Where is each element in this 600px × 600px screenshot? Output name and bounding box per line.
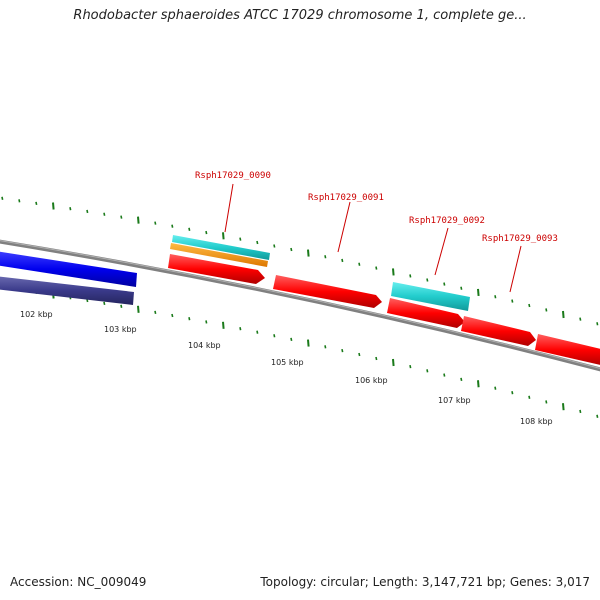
tick-minor: [358, 262, 361, 266]
tick-minor: [426, 278, 429, 282]
label-leader-0093: [509, 245, 522, 293]
tick-minor: [596, 414, 599, 418]
tick-minor: [188, 317, 191, 321]
tick-minor: [103, 301, 106, 306]
tick-minor: [443, 373, 446, 377]
label-leader-0091: [337, 201, 351, 253]
tick-major: [392, 358, 395, 367]
tick-minor: [409, 274, 412, 278]
tick-minor: [86, 209, 89, 214]
label-leader-0090: [224, 183, 234, 233]
tick-minor: [341, 348, 344, 353]
kbp-label-105: 105 kbp: [271, 358, 304, 367]
tick-minor: [290, 247, 293, 252]
tick-minor: [494, 295, 497, 299]
tick-minor: [273, 244, 276, 248]
upper-tick-ruler: [1, 196, 599, 326]
tick-minor: [239, 237, 242, 241]
gene-rsph17029-0093[interactable]: [461, 316, 536, 346]
tick-minor: [528, 395, 531, 399]
feature-orange-0090[interactable]: [170, 243, 268, 267]
gene-label-0092[interactable]: Rsph17029_0092: [409, 216, 485, 226]
tick-major: [307, 339, 310, 347]
chromosome-backbone: [0, 239, 600, 372]
tick-minor: [511, 299, 514, 303]
tick-major: [222, 321, 225, 329]
label-leader-0092: [434, 227, 449, 276]
accession-text: Accession: NC_009049: [10, 575, 147, 589]
tick-minor: [545, 308, 548, 312]
tick-major: [137, 305, 140, 313]
tick-minor: [120, 215, 123, 219]
tick-major: [392, 268, 395, 276]
tick-minor: [579, 409, 582, 414]
kbp-label-108: 108 kbp: [520, 417, 553, 426]
tick-minor: [188, 227, 191, 231]
feature-cds-blue[interactable]: [0, 251, 137, 287]
tick-minor: [290, 337, 293, 342]
tick-major: [477, 288, 480, 297]
tick-minor: [18, 199, 21, 203]
tick-minor: [69, 207, 72, 211]
tick-minor: [239, 327, 242, 331]
tick-major: [52, 202, 55, 210]
tick-minor: [273, 334, 276, 338]
tick-minor: [460, 377, 463, 382]
feature-cyan-0090[interactable]: [172, 235, 270, 260]
gene-rsph17029-0091[interactable]: [273, 275, 382, 308]
tick-major: [562, 310, 565, 319]
tick-minor: [103, 212, 106, 216]
tick-minor: [494, 386, 497, 390]
topology-summary: Topology: circular; Length: 3,147,721 bp…: [260, 575, 590, 589]
kbp-label-106: 106 kbp: [355, 376, 388, 385]
kbp-label-104: 104 kbp: [188, 341, 221, 350]
gene-label-0091[interactable]: Rsph17029_0091: [308, 193, 384, 203]
tick-minor: [443, 282, 446, 286]
tick-minor: [511, 391, 514, 395]
feature-cyan-0092[interactable]: [391, 282, 470, 311]
map-title: Rhodobacter sphaeroides ATCC 17029 chrom…: [73, 8, 527, 23]
tick-minor: [171, 313, 174, 318]
kbp-label-107: 107 kbp: [438, 396, 471, 405]
tick-minor: [1, 196, 4, 200]
tick-minor: [426, 369, 429, 373]
tick-minor: [596, 322, 599, 326]
kbp-label-103: 103 kbp: [104, 325, 137, 334]
tick-minor: [375, 266, 378, 270]
tick-minor: [324, 345, 327, 349]
tick-minor: [324, 255, 327, 259]
tick-minor: [171, 224, 174, 228]
tick-minor: [358, 352, 361, 357]
tick-major: [222, 232, 225, 240]
tick-major: [307, 249, 310, 257]
tick-minor: [154, 310, 157, 315]
lower-tick-ruler: [1, 285, 599, 418]
gene-partial-right[interactable]: [535, 334, 600, 366]
tick-minor: [35, 201, 38, 206]
tick-minor: [545, 400, 548, 404]
tick-minor: [154, 221, 157, 225]
tick-minor: [579, 317, 582, 321]
gene-label-0093[interactable]: Rsph17029_0093: [482, 234, 558, 244]
tick-minor: [205, 320, 208, 324]
gene-label-0090[interactable]: Rsph17029_0090: [195, 171, 271, 181]
tick-major: [137, 216, 140, 224]
kbp-label-102: 102 kbp: [20, 310, 53, 319]
tick-minor: [205, 230, 208, 235]
gene-rsph17029-0090[interactable]: [168, 254, 265, 284]
tick-minor: [341, 258, 344, 263]
tick-minor: [460, 286, 463, 290]
tick-minor: [528, 303, 531, 308]
tick-major: [477, 380, 480, 388]
gene-rsph17029-0092[interactable]: [387, 298, 465, 328]
tick-minor: [409, 364, 412, 369]
tick-minor: [120, 304, 123, 308]
tick-minor: [256, 240, 259, 245]
tick-minor: [375, 356, 378, 361]
tick-major: [562, 403, 565, 411]
tick-minor: [256, 330, 259, 334]
feature-cds-navy[interactable]: [0, 276, 134, 305]
